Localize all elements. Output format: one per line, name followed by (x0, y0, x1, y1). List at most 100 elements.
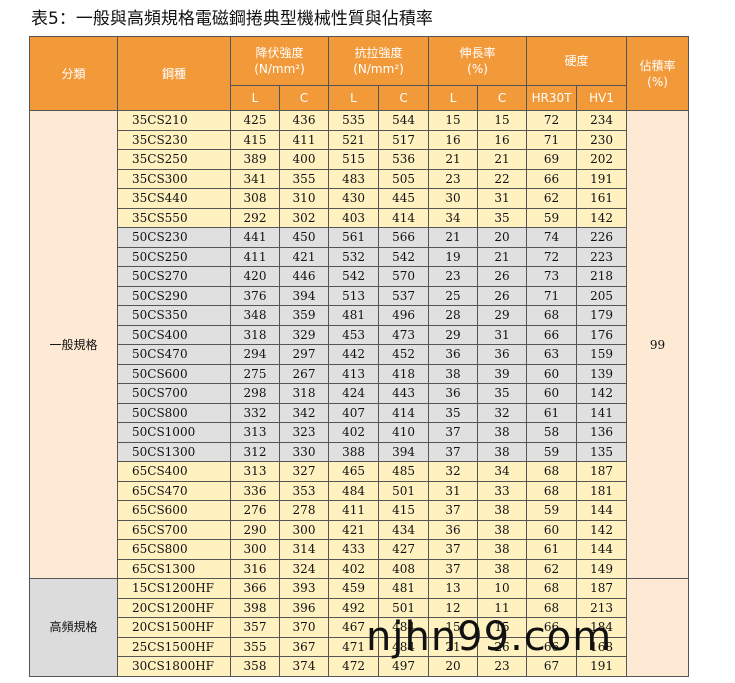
value-cell-yl: 290 (230, 519, 280, 540)
value-cell-ec: 15 (477, 617, 528, 638)
value-cell-ec: 38 (477, 441, 528, 462)
value-cell-yl: 292 (230, 207, 280, 228)
value-cell-tl: 561 (328, 227, 380, 248)
table-row: 35CS230 415 411 521 517 16 16 71 230 (30, 129, 689, 150)
table-row: 65CS400 313 327 465 485 32 34 68 187 (30, 461, 689, 482)
value-cell-yl: 318 (230, 324, 280, 345)
value-cell-hr: 73 (526, 266, 578, 287)
value-cell-hr: 60 (526, 383, 578, 404)
value-cell-hv: 135 (576, 441, 628, 462)
value-cell-yc: 329 (278, 324, 330, 345)
value-cell-hr: 71 (526, 285, 578, 306)
value-cell-hv: 139 (576, 363, 628, 384)
value-cell-el: 37 (428, 558, 479, 579)
steel-grade-cell: 50CS1300 (117, 441, 231, 462)
steel-grade-cell: 35CS550 (117, 207, 231, 228)
value-cell-ec: 29 (477, 305, 528, 326)
value-cell-tc: 410 (378, 422, 430, 443)
value-cell-yc: 300 (278, 519, 330, 540)
value-cell-yl: 308 (230, 188, 280, 209)
subheader-yield-l: L (230, 85, 280, 111)
value-cell-yl: 312 (230, 441, 280, 462)
value-cell-hv: 161 (576, 188, 628, 209)
steel-grade-cell: 65CS1300 (117, 558, 231, 579)
value-cell-el: 35 (428, 402, 479, 423)
value-cell-hr: 68 (526, 578, 578, 599)
steel-grade-cell: 35CS250 (117, 149, 231, 170)
table-row: 高頻規格 15CS1200HF 366 393 459 481 13 10 68 187 (29, 578, 690, 677)
value-cell-tc: 501 (378, 480, 430, 501)
value-cell-yc: 436 (278, 110, 330, 131)
value-cell-tc: 544 (378, 110, 430, 131)
table-row: 50CS1000 313 323 402 410 37 38 58 136 (30, 422, 689, 443)
table-row: 50CS470 294 297 442 452 36 36 63 159 (30, 344, 689, 365)
value-cell-tc: 443 (378, 383, 430, 404)
value-cell-yc: 359 (278, 305, 330, 326)
table-row: 35CS550 292 302 403 414 34 35 59 142 (30, 207, 689, 228)
table-row: 50CS270 420 446 542 570 23 26 73 218 (30, 266, 689, 287)
value-cell-yc: 411 (278, 129, 330, 150)
value-cell-el: 23 (428, 168, 479, 189)
value-cell-hr: 59 (526, 207, 578, 228)
value-cell-hr: 68 (526, 480, 578, 501)
value-cell-yc: 278 (278, 500, 330, 521)
value-cell-yc: 327 (278, 461, 330, 482)
value-cell-ec: 31 (477, 188, 528, 209)
value-cell-ec: 21 (477, 149, 528, 170)
value-cell-yl: 313 (230, 422, 280, 443)
value-cell-tc: 408 (378, 558, 430, 579)
value-cell-hr: 60 (526, 519, 578, 540)
value-cell-el: 13 (428, 578, 479, 599)
table-row: 30CS1800HF 358 374 472 497 20 23 67 191 (30, 656, 689, 677)
value-cell-yc: 367 (278, 636, 330, 657)
value-cell-el: 30 (428, 188, 479, 209)
value-cell-tl: 542 (328, 266, 380, 287)
value-cell-hr: 66 (526, 617, 578, 638)
value-cell-el: 16 (428, 129, 479, 150)
value-cell-el: 29 (428, 324, 479, 345)
value-cell-tc: 566 (378, 227, 430, 248)
value-cell-yc: 393 (278, 578, 330, 599)
value-cell-hr: 69 (526, 149, 578, 170)
steel-grade-cell: 35CS440 (117, 188, 231, 209)
category-cell: 高頻規格 (29, 578, 118, 677)
value-cell-hv: 191 (576, 656, 628, 677)
header-elongation: 伸長率 (%) (428, 36, 528, 86)
table-row: 65CS1300 316 324 402 408 37 38 62 149 (30, 558, 689, 579)
value-cell-yc: 318 (278, 383, 330, 404)
steel-grade-cell: 20CS1500HF (117, 617, 231, 638)
value-cell-tc: 414 (378, 402, 430, 423)
value-cell-el: 15 (428, 617, 479, 638)
steel-grade-cell: 50CS270 (117, 266, 231, 287)
steel-grade-cell: 50CS1000 (117, 422, 231, 443)
value-cell-hr: 63 (526, 344, 578, 365)
value-cell-yl: 316 (230, 558, 280, 579)
value-cell-el: 36 (428, 519, 479, 540)
value-cell-tc: 496 (378, 305, 430, 326)
value-cell-yc: 310 (278, 188, 330, 209)
steel-grade-cell: 50CS800 (117, 402, 231, 423)
value-cell-ec: 35 (477, 383, 528, 404)
value-cell-tl: 481 (328, 305, 380, 326)
value-cell-ec: 36 (477, 344, 528, 365)
value-cell-tc: 497 (378, 656, 430, 677)
header-tensile-strength: 抗拉強度 (N/mm²) (328, 36, 430, 86)
value-cell-yl: 376 (230, 285, 280, 306)
value-cell-ec: 20 (477, 227, 528, 248)
value-cell-yc: 302 (278, 207, 330, 228)
value-cell-ec: 38 (477, 558, 528, 579)
value-cell-hv: 141 (576, 402, 628, 423)
table-row: 50CS1300 312 330 388 394 37 38 59 135 (30, 441, 689, 462)
value-cell-el: 34 (428, 207, 479, 228)
value-cell-tl: 402 (328, 422, 380, 443)
table-row: 65CS800 300 314 433 427 37 38 61 144 (30, 539, 689, 560)
value-cell-tc: 445 (378, 188, 430, 209)
value-cell-tc: 481 (378, 578, 430, 599)
table-row: 50CS600 275 267 413 418 38 39 60 139 (30, 363, 689, 384)
value-cell-yl: 441 (230, 227, 280, 248)
value-cell-hv: 144 (576, 500, 628, 521)
steel-grade-cell: 35CS300 (117, 168, 231, 189)
value-cell-tl: 459 (328, 578, 380, 599)
value-cell-tl: 471 (328, 636, 380, 657)
value-cell-el: 36 (428, 383, 479, 404)
